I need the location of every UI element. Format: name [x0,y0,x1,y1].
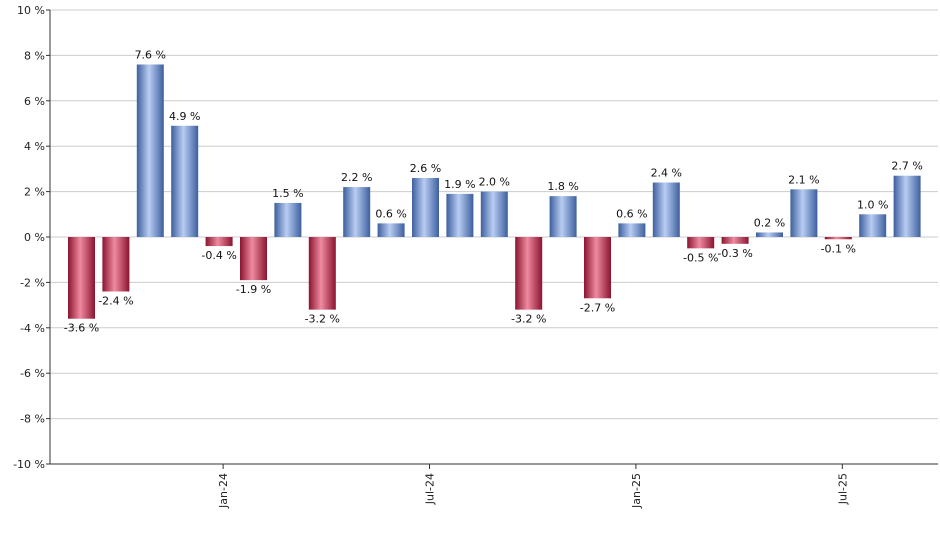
y-tick-label: -4 % [20,322,45,335]
bar [205,237,233,247]
bar [446,193,474,237]
y-tick-label: -10 % [13,458,45,471]
data-label: -0.5 % [683,251,718,264]
data-labels: -3.6 % -2.4 % 7.6 % 4.9 % -0.4 % -1.9 % 1.5 % -… [64,48,923,334]
bar [652,182,680,237]
data-label: -2.7 % [580,301,615,314]
bar [171,125,199,237]
data-label: 1.8 % [547,180,578,193]
y-tick-label: -2 % [20,276,45,289]
y-tick-label: 6 % [24,95,45,108]
data-label: 0.2 % [754,216,785,229]
bar [790,189,818,237]
y-tick-label: 10 % [17,4,45,17]
bar [721,237,749,244]
bar [618,223,646,237]
data-label: -2.4 % [98,294,133,307]
bar [136,64,164,237]
bar [343,187,371,237]
data-label: 2.7 % [891,160,922,173]
y-tick-label: 2 % [24,186,45,199]
bar [68,237,95,319]
axes [49,10,938,465]
y-tick-label: 8 % [24,49,45,62]
data-label: 0.6 % [616,207,647,220]
bar [308,237,336,310]
x-axis-ticks: Jan-24 Jul-24 Jan-25 Jul-25 [217,464,849,509]
data-label: -0.1 % [821,242,856,255]
x-tick-label: Jan-24 [217,473,230,509]
y-tick-label: 4 % [24,140,45,153]
data-label: -0.4 % [201,249,236,262]
data-label: 1.9 % [444,178,475,191]
x-tick-label: Jan-25 [630,473,643,509]
data-label: -3.2 % [511,313,546,326]
bar [756,232,783,237]
bars [68,64,921,319]
data-label: -1.9 % [236,283,271,296]
bar [274,202,302,237]
x-tick-label: Jul-24 [424,473,437,505]
bar [584,237,611,299]
y-axis-ticks: 10 % 8 % 6 % 4 % 2 % 0 % -2 % -4 % -6 % -8 % -10 % [13,4,50,471]
bar [240,237,267,281]
y-tick-label: 0 % [24,231,45,244]
data-label: -3.2 % [305,313,340,326]
y-tick-label: -6 % [20,367,45,380]
bar [480,191,508,237]
data-label: 1.5 % [272,187,303,200]
data-label: -0.3 % [717,247,752,260]
data-label: 7.6 % [135,48,166,61]
data-label: 2.0 % [479,176,510,189]
data-label: 0.6 % [375,207,406,220]
x-tick-label: Jul-25 [836,473,849,505]
bar [377,223,405,237]
bar [859,214,887,237]
bar [824,237,852,240]
data-label: 2.2 % [341,171,372,184]
bar [893,175,921,237]
data-label: 1.0 % [857,198,888,211]
y-tick-label: -8 % [20,413,45,426]
data-label: 2.4 % [651,167,682,180]
bar [412,177,439,237]
data-label: 2.6 % [410,162,441,175]
bar [102,237,130,292]
data-label: 4.9 % [169,110,200,123]
data-label: 2.1 % [788,173,819,186]
bar [515,237,543,310]
data-label: -3.6 % [64,322,99,335]
bar [687,237,715,249]
bar [549,196,577,237]
